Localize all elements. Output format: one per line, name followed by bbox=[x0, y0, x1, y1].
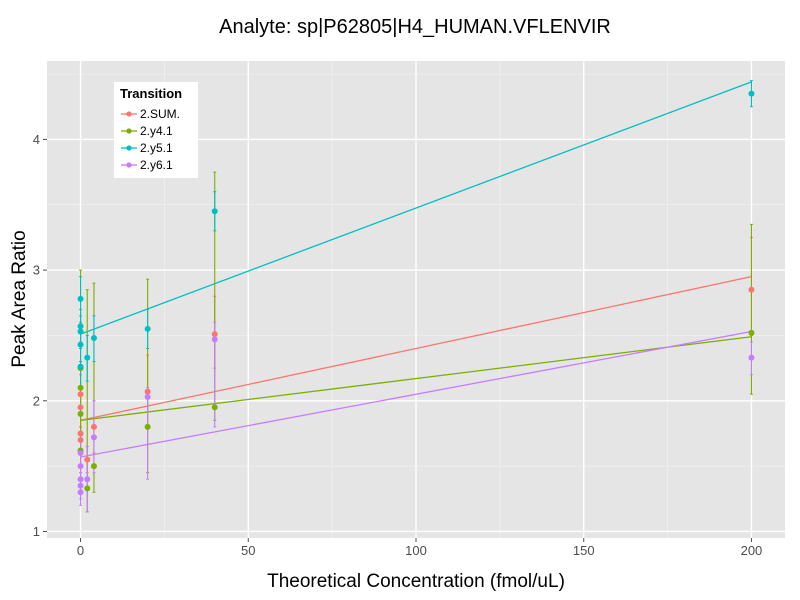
legend-items: 2.SUM. 2.y4.1 2.y5.1 2.y6.1 bbox=[121, 107, 180, 172]
data-point bbox=[77, 436, 84, 443]
data-point bbox=[77, 463, 84, 470]
axis-ticks bbox=[43, 138, 752, 542]
y-axis-title: Peak Area Ratio bbox=[9, 230, 30, 367]
data-point bbox=[77, 295, 84, 302]
data-point bbox=[77, 482, 84, 489]
x-tick-label: 0 bbox=[77, 543, 84, 558]
data-point bbox=[211, 208, 218, 215]
data-point bbox=[77, 328, 84, 335]
data-point bbox=[77, 410, 84, 417]
fit-line-2 bbox=[80, 336, 752, 422]
data-point bbox=[144, 423, 151, 430]
data-point bbox=[77, 430, 84, 437]
legend-label: 2.y4.1 bbox=[140, 124, 173, 138]
x-axis-title: Theoretical Concentration (fmol/uL) bbox=[267, 571, 565, 592]
legend-item: 2.y6.1 bbox=[121, 158, 173, 172]
legend-item: 2.y5.1 bbox=[121, 141, 173, 155]
data-point bbox=[84, 485, 91, 492]
x-tick-labels: 0 50 100 150 200 bbox=[77, 543, 762, 558]
legend-label: 2.y5.1 bbox=[140, 141, 173, 155]
data-point bbox=[211, 336, 218, 343]
y-tick-label: 3 bbox=[33, 263, 40, 278]
data-point bbox=[144, 388, 151, 395]
legend-item: 2.SUM. bbox=[121, 107, 180, 121]
data-point bbox=[748, 90, 755, 97]
data-point bbox=[84, 354, 91, 361]
data-point bbox=[84, 456, 91, 463]
data-point bbox=[144, 393, 151, 400]
legend: Transition 2.SUM. 2.y4.1 2.y5.1 2.y6.1 bbox=[114, 82, 198, 178]
legend-label: 2.SUM. bbox=[140, 107, 180, 121]
data-point bbox=[77, 404, 84, 411]
data-point bbox=[90, 434, 97, 441]
data-point bbox=[84, 476, 91, 483]
data-point bbox=[211, 404, 218, 411]
data-point bbox=[77, 341, 84, 348]
data-point bbox=[144, 325, 151, 332]
data-points bbox=[77, 90, 755, 496]
data-point bbox=[90, 335, 97, 342]
legend-label: 2.y6.1 bbox=[140, 158, 173, 172]
y-tick-label: 4 bbox=[33, 132, 40, 147]
x-tick-label: 200 bbox=[741, 543, 763, 558]
data-point bbox=[77, 384, 84, 391]
x-tick-label: 50 bbox=[241, 543, 255, 558]
fit-lines bbox=[80, 81, 752, 458]
x-tick-label: 100 bbox=[405, 543, 427, 558]
legend-key-point bbox=[126, 111, 132, 117]
data-point bbox=[77, 323, 84, 330]
data-point bbox=[77, 476, 84, 483]
legend-key-point bbox=[126, 162, 132, 168]
y-tick-labels: 1 2 3 4 bbox=[33, 132, 40, 539]
data-point bbox=[90, 423, 97, 430]
fit-line-3 bbox=[80, 81, 752, 335]
fit-line-4 bbox=[80, 330, 752, 458]
data-point bbox=[77, 489, 84, 496]
legend-key-point bbox=[126, 145, 132, 151]
y-tick-label: 1 bbox=[33, 524, 40, 539]
legend-item: 2.y4.1 bbox=[121, 124, 173, 138]
x-tick-label: 150 bbox=[573, 543, 595, 558]
data-point bbox=[90, 463, 97, 470]
fit-line-1 bbox=[80, 275, 752, 422]
y-tick-label: 2 bbox=[33, 393, 40, 408]
data-point bbox=[211, 331, 218, 338]
chart-title: Analyte: sp|P62805|H4_HUMAN.VFLENVIR bbox=[219, 16, 611, 38]
legend-title: Transition bbox=[120, 86, 182, 101]
legend-key-point bbox=[126, 128, 132, 134]
grid-major bbox=[47, 61, 785, 538]
data-point bbox=[77, 450, 84, 457]
data-point bbox=[77, 363, 84, 370]
data-point bbox=[77, 391, 84, 398]
data-point bbox=[748, 354, 755, 361]
data-point bbox=[748, 286, 755, 293]
data-point bbox=[748, 329, 755, 336]
